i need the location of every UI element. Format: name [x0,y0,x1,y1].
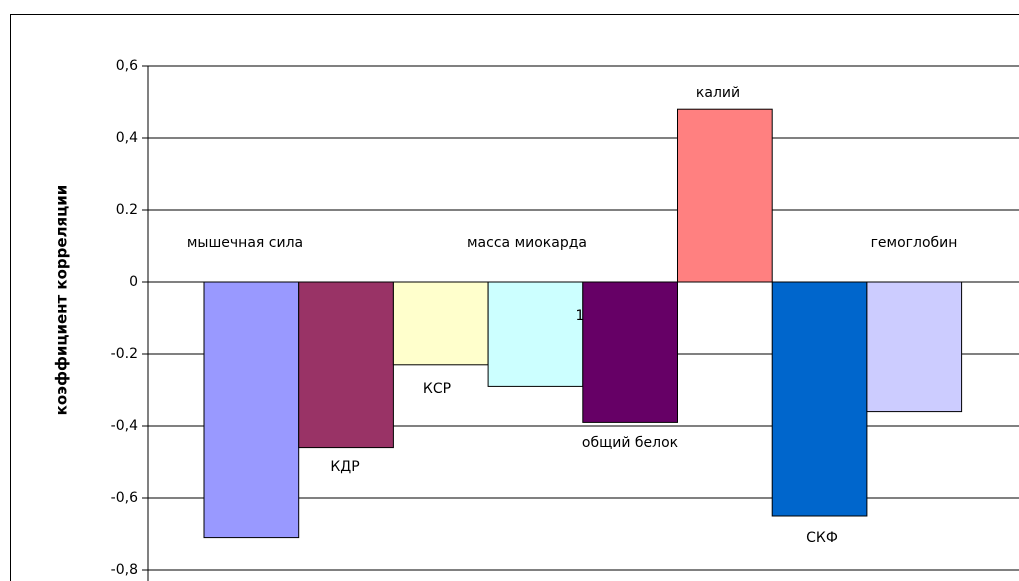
y-tick-label: -0.2 [111,346,138,362]
bar [392,281,489,366]
bar [203,281,300,539]
category-label: калий [696,85,740,101]
bar [487,281,584,387]
bar [298,281,394,449]
bar [582,281,678,423]
category-label: масса миокарда [467,235,587,251]
y-tick-label: 0,4 [116,130,138,146]
annotation: 1 [576,308,585,324]
y-tick-label: -0,4 [111,418,138,434]
category-label: мышечная сила [187,235,303,251]
y-tick-label: 0.2 [116,202,138,218]
y-axis-label: коэффициент корреляции [53,185,71,416]
y-tick-label: -0,6 [111,490,138,506]
category-label: КДР [330,459,359,475]
bar [677,108,773,283]
category-label: общий белок [582,435,678,451]
bar [866,281,963,413]
category-label: гемоглобин [871,235,958,251]
bar [771,281,868,517]
y-tick-label: 0 [129,274,138,290]
y-tick-label: -0,8 [111,562,138,578]
y-tick-label: 0,6 [116,58,138,74]
category-label: КСР [423,381,451,397]
category-label: СКФ [806,530,838,546]
